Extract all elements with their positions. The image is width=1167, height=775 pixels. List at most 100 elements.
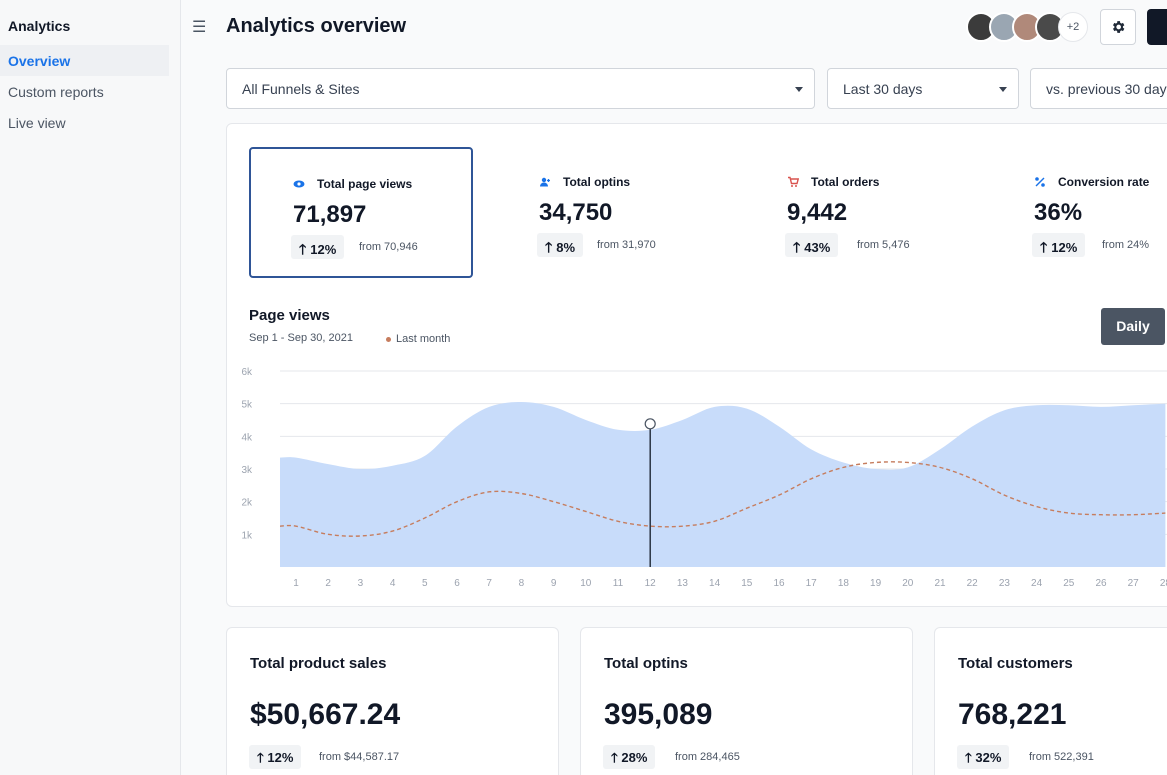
compare-select[interactable]: vs. previous 30 days: [1030, 68, 1167, 109]
arrow-up-icon: 🡑: [545, 239, 553, 255]
stat-value: 9,442: [787, 199, 848, 226]
stat-total-page-views[interactable]: Total page views 71,897 🡑 12% from 70,946: [249, 147, 473, 278]
cart-icon: [788, 176, 799, 187]
y-tick-label: 1k: [241, 530, 253, 541]
settings-button[interactable]: [1100, 9, 1136, 45]
page-title: Analytics overview: [226, 15, 407, 37]
hover-marker: [644, 418, 656, 430]
stat-label: Total page views: [317, 177, 413, 191]
arrow-up-icon: 🡑: [1040, 239, 1048, 255]
x-tick-label: 27: [1128, 578, 1140, 589]
stat-value: 34,750: [539, 199, 613, 226]
x-tick-label: 15: [741, 578, 753, 589]
legend-swatch-last-month: [386, 337, 391, 342]
compare-select-value: vs. previous 30 days: [1046, 81, 1167, 97]
stat-from: from 5,476: [857, 239, 910, 251]
daily-toggle-button[interactable]: Daily: [1101, 308, 1165, 345]
arrow-up-icon: 🡑: [793, 239, 801, 255]
sidebar-item-live-view[interactable]: Live view: [8, 115, 66, 131]
x-tick-label: 28: [1160, 578, 1167, 589]
funnels-select-value: All Funnels & Sites: [242, 81, 360, 97]
primary-action-button[interactable]: [1147, 9, 1167, 45]
stat-conversion-rate[interactable]: Conversion rate 36% 🡑 12% from 24%: [992, 147, 1167, 278]
kpi-value: $50,667.24: [250, 698, 401, 731]
arrow-up-icon: 🡑: [257, 750, 264, 765]
stat-from: from 31,970: [597, 239, 656, 251]
kpi-card-customers: Total customers 768,221 🡑 32% from 522,3…: [934, 627, 1167, 775]
x-tick-label: 13: [677, 578, 689, 589]
change-badge: 🡑 32%: [957, 745, 1010, 769]
kpi-from: from 284,465: [675, 751, 740, 763]
x-tick-label: 19: [870, 578, 882, 589]
kpi-from: from $44,587.17: [319, 751, 400, 763]
x-tick-label: 25: [1063, 578, 1075, 589]
change-badge: 🡑 12%: [249, 745, 302, 769]
y-tick-label: 6k: [241, 367, 253, 378]
x-tick-label: 8: [519, 578, 525, 589]
stat-from: from 24%: [1102, 239, 1150, 251]
x-tick-label: 7: [486, 578, 492, 589]
change-badge: 🡑 28%: [603, 745, 656, 769]
x-tick-label: 20: [902, 578, 914, 589]
x-tick-label: 1: [293, 578, 299, 589]
kpi-title: Total optins: [604, 655, 688, 672]
arrow-up-icon: 🡑: [611, 750, 618, 765]
stat-value: 36%: [1034, 199, 1083, 226]
y-tick-label: 3k: [241, 465, 253, 476]
x-tick-label: 18: [838, 578, 850, 589]
legend-last-month: Last month: [396, 333, 451, 345]
x-tick-label: 3: [358, 578, 364, 589]
x-tick-label: 5: [422, 578, 428, 589]
gear-icon: [1113, 21, 1125, 33]
sidebar: Analytics Overview Custom reports Live v…: [0, 0, 181, 775]
chart-title: Page views: [249, 307, 330, 324]
arrow-up-icon: 🡑: [299, 241, 307, 257]
stat-from: from 70,946: [359, 241, 418, 253]
period-select[interactable]: Last 30 days: [827, 68, 1019, 109]
kpi-title: Total customers: [958, 655, 1073, 672]
x-tick-label: 26: [1095, 578, 1107, 589]
x-tick-label: 11: [613, 578, 624, 589]
change-badge: 🡑 43%: [785, 233, 839, 257]
last-month-line: [279, 461, 1166, 537]
user-add-icon: [540, 177, 550, 187]
x-tick-label: 17: [806, 578, 818, 589]
main-content: ☰ Analytics overview +2 All Funnels & Si…: [181, 0, 1167, 775]
stat-label: Total orders: [811, 175, 880, 189]
sidebar-title: Analytics: [8, 18, 71, 34]
x-tick-label: 12: [645, 578, 657, 589]
stat-value: 71,897: [293, 201, 367, 228]
sidebar-item-custom-reports[interactable]: Custom reports: [8, 84, 104, 100]
kpi-value: 768,221: [958, 698, 1067, 731]
kpi-title: Total product sales: [250, 655, 387, 672]
x-tick-label: 21: [934, 578, 946, 589]
x-tick-label: 2: [325, 578, 331, 589]
y-tick-label: 4k: [241, 432, 253, 443]
sidebar-item-overview[interactable]: Overview: [0, 45, 169, 76]
stat-label: Conversion rate: [1058, 175, 1150, 189]
avatar-more-count[interactable]: +2: [1058, 12, 1088, 42]
page-views-area: [280, 402, 1166, 567]
hamburger-icon[interactable]: ☰: [192, 19, 207, 36]
period-select-value: Last 30 days: [843, 81, 923, 97]
x-tick-label: 24: [1031, 578, 1043, 589]
kpi-card-product-sales: Total product sales $50,667.24 🡑 12% fro…: [226, 627, 559, 775]
chevron-down-icon: [795, 87, 803, 92]
y-tick-label: 2k: [241, 498, 253, 509]
x-tick-label: 14: [709, 578, 721, 589]
funnels-select[interactable]: All Funnels & Sites: [226, 68, 815, 109]
x-tick-label: 23: [999, 578, 1011, 589]
kpi-card-optins: Total optins 395,089 🡑 28% from 284,465: [580, 627, 913, 775]
x-tick-label: 4: [390, 578, 396, 589]
x-tick-label: 16: [773, 578, 785, 589]
change-badge: 🡑 12%: [291, 235, 345, 259]
stat-total-orders[interactable]: Total orders 9,442 🡑 43% from 5,476: [745, 147, 969, 278]
percent-icon: [1035, 177, 1045, 187]
arrow-up-icon: 🡑: [965, 750, 972, 765]
chevron-down-icon: [999, 87, 1007, 92]
y-tick-label: 5k: [241, 400, 253, 411]
kpi-from: from 522,391: [1029, 751, 1094, 763]
collaborator-avatars[interactable]: +2: [966, 12, 1088, 42]
stat-total-optins[interactable]: Total optins 34,750 🡑 8% from 31,970: [497, 147, 721, 278]
